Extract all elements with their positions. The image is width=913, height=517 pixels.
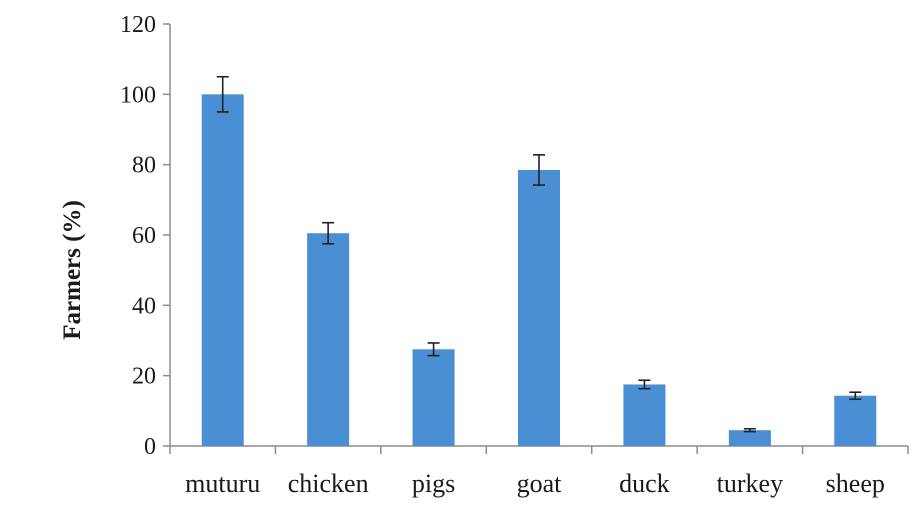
x-tick-label-pigs: pigs [412,469,455,498]
x-tick-label-chicken: chicken [288,469,369,498]
x-tick-label-muturu: muturu [185,469,260,498]
error-bar-turkey [743,427,756,433]
y-tick-label: 120 [120,12,156,38]
bar-chicken [307,233,350,446]
bar-series [201,94,877,447]
x-tick-label-goat: goat [517,469,563,498]
y-tick-label: 20 [132,364,156,390]
error-bar-duck [638,379,651,390]
bar-muturu [201,94,244,446]
bar-sheep [834,395,877,446]
x-tick-label-turkey: turkey [717,469,783,498]
y-tick-label: 100 [120,82,156,108]
y-axis-title: Farmers (%) [59,200,86,340]
error-bar-chicken [322,221,335,245]
error-bar-goat [533,154,545,186]
x-axis-ticks [169,446,909,454]
y-tick-label: 60 [132,223,156,249]
y-tick-label: 80 [132,153,156,179]
bar-goat [518,169,560,447]
y-tick-label: 40 [132,293,156,319]
bar-pigs [412,349,455,446]
y-tick-labels: 0 20 40 60 80 100 120 [120,12,156,460]
error-bars [216,75,862,433]
error-bar-pigs [427,342,440,357]
bar-duck [623,384,666,446]
y-axis-ticks [163,23,170,447]
x-tick-label-sheep: sheep [826,469,885,498]
x-tick-label-duck: duck [619,469,670,498]
y-tick-label: 0 [144,434,156,460]
error-bar-sheep [849,391,862,401]
bar-turkey [728,430,771,446]
x-tick-labels: muturu chicken pigs goat duck turkey sheep [185,469,885,498]
error-bar-muturu [216,75,229,113]
